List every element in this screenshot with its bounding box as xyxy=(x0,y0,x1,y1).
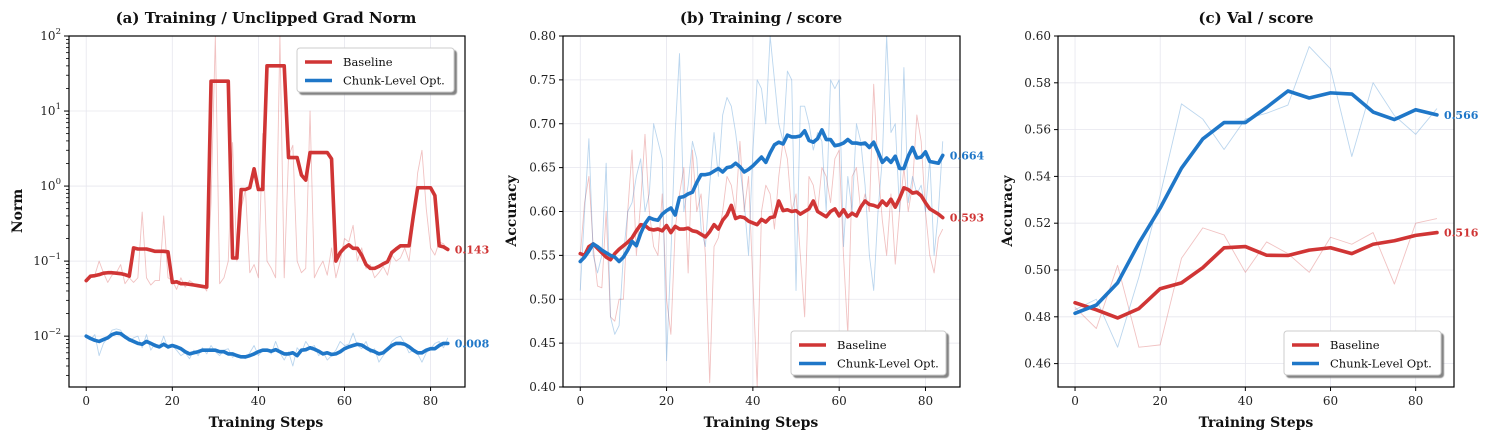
y-tick-label: 0.60 xyxy=(1024,29,1051,43)
legend-label: Chunk-Level Opt. xyxy=(1330,357,1432,371)
ticks: 0 20 40 60 80 0.40 0.45 0.50 0.55 0.60 0.65 0.70 0.7… xyxy=(529,29,933,408)
smoothed-lines xyxy=(1073,89,1439,320)
plot-frame xyxy=(1057,35,1455,388)
x-tick-label: 40 xyxy=(1238,394,1253,408)
y-tick-label: 0.70 xyxy=(529,117,556,131)
x-axis-label: Training Steps xyxy=(704,415,819,431)
raw-lines xyxy=(1074,46,1438,348)
end-value-label-baseline: 0.593 xyxy=(950,212,984,225)
legend: Baseline Chunk-Level Opt. xyxy=(1283,330,1442,376)
legend-box xyxy=(1283,330,1442,376)
smoothed-lines xyxy=(84,64,450,359)
legend-box xyxy=(790,330,947,376)
end-value-label-baseline: 0.516 xyxy=(1444,227,1479,240)
x-axis-label: Training Steps xyxy=(209,415,324,431)
y-axis-label: Accuracy xyxy=(1000,175,1016,248)
legend-label: Baseline xyxy=(1330,338,1380,352)
panel-c: (c) Val / score 0 20 40 60 80 0.46 0.48 0.50 0.5… xyxy=(1000,9,1479,431)
x-axis-label: Training Steps xyxy=(1199,415,1314,431)
raw-line-baseline xyxy=(1074,218,1438,348)
plot-frame xyxy=(68,35,466,388)
end-labels: 0.593 0.664 xyxy=(950,149,985,224)
smoothed-line-chunk-level-opt xyxy=(84,331,450,359)
x-tick-label: 80 xyxy=(918,394,933,408)
legend-label: Baseline xyxy=(343,55,393,69)
y-tick-label: 0.58 xyxy=(1024,76,1051,90)
y-tick-label: 0.50 xyxy=(529,292,556,306)
y-tick-label: 0.45 xyxy=(529,336,556,350)
end-labels: 0.516 0.566 xyxy=(1444,109,1479,240)
raw-line-baseline xyxy=(579,83,944,388)
end-value-label-chunk-level-opt: 0.664 xyxy=(950,149,985,162)
y-tick-label: 0.55 xyxy=(529,248,556,262)
panel-a: (a) Training / Unclipped Grad Norm 0 20 40… xyxy=(10,9,490,431)
end-value-label-chunk-level-opt: 0.008 xyxy=(455,337,490,350)
y-tick-label: 0.60 xyxy=(529,205,556,219)
x-tick-label: 60 xyxy=(832,394,847,408)
x-tick-label: 60 xyxy=(337,394,352,408)
y-tick-label: 0.40 xyxy=(529,380,556,394)
smoothed-line-chunk-level-opt xyxy=(578,128,945,264)
y-tick-label: 100 xyxy=(40,177,61,193)
y-tick-label: 0.56 xyxy=(1024,123,1051,137)
smoothed-lines xyxy=(578,128,945,264)
panel-b: (b) Training / score 0 20 40 60 80 0.40 0.45 0.… xyxy=(504,9,985,431)
legend-box xyxy=(296,47,455,93)
smoothed-line-chunk-level-opt xyxy=(1073,89,1439,316)
x-tick-label: 20 xyxy=(165,394,180,408)
x-tick-label: 80 xyxy=(1408,394,1423,408)
x-tick-label: 60 xyxy=(1323,394,1338,408)
x-tick-label: 0 xyxy=(1071,394,1079,408)
x-tick-label: 20 xyxy=(659,394,674,408)
raw-line-chunk-level-opt xyxy=(1074,46,1438,348)
x-tick-label: 0 xyxy=(576,394,584,408)
raw-line-baseline xyxy=(85,35,449,292)
y-tick-label: 0.80 xyxy=(529,29,556,43)
ticks: 0 20 40 60 80 0.46 0.48 0.50 0.52 0.54 0.56 0.58 0.6… xyxy=(1024,29,1423,408)
y-tick-label: 0.54 xyxy=(1024,169,1051,183)
legend: Baseline Chunk-Level Opt. xyxy=(790,330,947,376)
y-tick-label: 0.48 xyxy=(1024,310,1051,324)
y-axis-label: Norm xyxy=(10,189,26,234)
y-tick-label: 10−2 xyxy=(33,327,61,343)
end-labels: 0.143 0.008 xyxy=(455,243,490,350)
end-value-label-baseline: 0.143 xyxy=(455,243,489,256)
y-tick-label: 101 xyxy=(40,102,61,118)
y-tick-label: 102 xyxy=(40,27,61,43)
raw-line-chunk-level-opt xyxy=(579,35,944,362)
smoothed-line-baseline xyxy=(84,64,450,289)
legend-label: Baseline xyxy=(837,338,887,352)
x-tick-label: 40 xyxy=(251,394,266,408)
smoothed-line-baseline xyxy=(1073,230,1439,320)
ticks: 0 20 40 60 80 10−2 10−1 100 101 102 xyxy=(33,27,438,408)
y-tick-label: 10−1 xyxy=(33,252,61,268)
chart-title: (b) Training / score xyxy=(680,9,842,27)
legend-label: Chunk-Level Opt. xyxy=(343,74,445,88)
chart-title: (c) Val / score xyxy=(1198,9,1313,27)
y-tick-label: 0.50 xyxy=(1024,263,1051,277)
x-tick-label: 0 xyxy=(82,394,90,408)
end-value-label-chunk-level-opt: 0.566 xyxy=(1444,109,1479,122)
y-tick-label: 0.46 xyxy=(1024,357,1051,371)
y-tick-label: 0.65 xyxy=(529,161,556,175)
y-tick-label: 0.75 xyxy=(529,73,556,87)
chart-title: (a) Training / Unclipped Grad Norm xyxy=(116,9,417,27)
smoothed-line-baseline xyxy=(578,186,945,262)
legend: Baseline Chunk-Level Opt. xyxy=(296,47,455,93)
y-tick-label: 0.52 xyxy=(1024,216,1051,230)
raw-line-chunk-level-opt xyxy=(85,328,449,367)
x-tick-label: 20 xyxy=(1153,394,1168,408)
x-tick-label: 40 xyxy=(745,394,760,408)
legend-label: Chunk-Level Opt. xyxy=(837,357,939,371)
y-axis-label: Accuracy xyxy=(504,175,520,248)
x-tick-label: 80 xyxy=(423,394,438,408)
